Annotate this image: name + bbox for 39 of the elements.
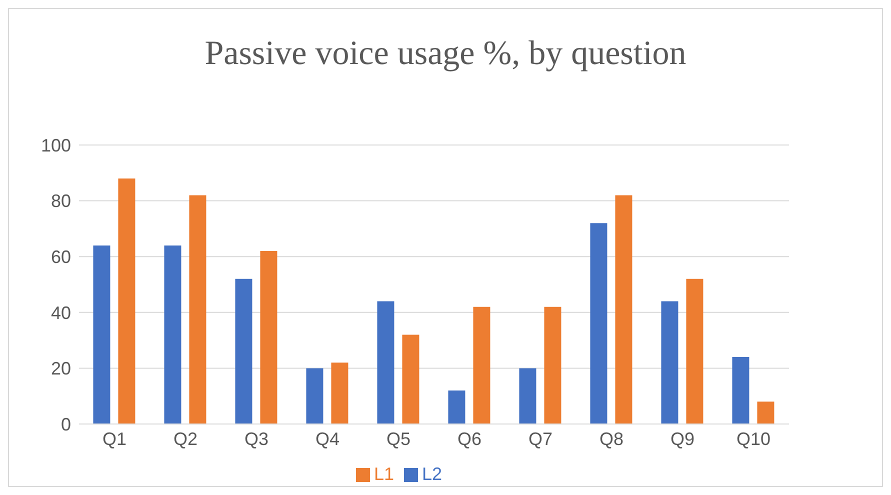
bar bbox=[331, 362, 348, 424]
bar bbox=[260, 251, 278, 424]
bar bbox=[473, 306, 490, 424]
x-tick-label: Q10 bbox=[736, 428, 771, 449]
bar bbox=[306, 368, 324, 424]
x-tick-label: Q8 bbox=[599, 428, 624, 449]
bar bbox=[544, 306, 562, 424]
x-tick-label: Q9 bbox=[670, 428, 695, 449]
x-tick-label: Q4 bbox=[315, 428, 340, 449]
y-tick-label: 20 bbox=[50, 358, 71, 379]
x-tick-label: Q3 bbox=[244, 428, 269, 449]
bar bbox=[235, 278, 252, 424]
x-tick-label: Q1 bbox=[102, 428, 127, 449]
bar bbox=[757, 402, 774, 424]
bar bbox=[519, 368, 536, 424]
bar bbox=[686, 278, 704, 424]
bar bbox=[448, 390, 466, 424]
legend-label: L2 bbox=[422, 464, 442, 484]
bar bbox=[93, 245, 110, 424]
y-tick-label: 80 bbox=[50, 191, 71, 212]
x-tick-label: Q7 bbox=[528, 428, 553, 449]
bar bbox=[189, 195, 206, 424]
y-tick-label: 60 bbox=[50, 246, 71, 267]
chart-title: Passive voice usage %, by question bbox=[204, 34, 688, 74]
y-tick-label: 40 bbox=[50, 302, 71, 323]
y-tick-label: 0 bbox=[60, 414, 71, 434]
bar bbox=[402, 334, 420, 424]
bar bbox=[615, 195, 632, 424]
bar bbox=[732, 357, 750, 424]
bar bbox=[661, 301, 678, 424]
bar bbox=[377, 301, 394, 424]
x-tick-label: Q5 bbox=[386, 428, 411, 449]
bar bbox=[590, 223, 608, 424]
y-tick-label: 100 bbox=[40, 135, 71, 156]
legend-label: L1 bbox=[374, 464, 394, 484]
bar bbox=[118, 178, 136, 424]
x-tick-label: Q6 bbox=[457, 428, 482, 449]
x-tick-label: Q2 bbox=[173, 428, 198, 449]
bar bbox=[164, 245, 182, 424]
